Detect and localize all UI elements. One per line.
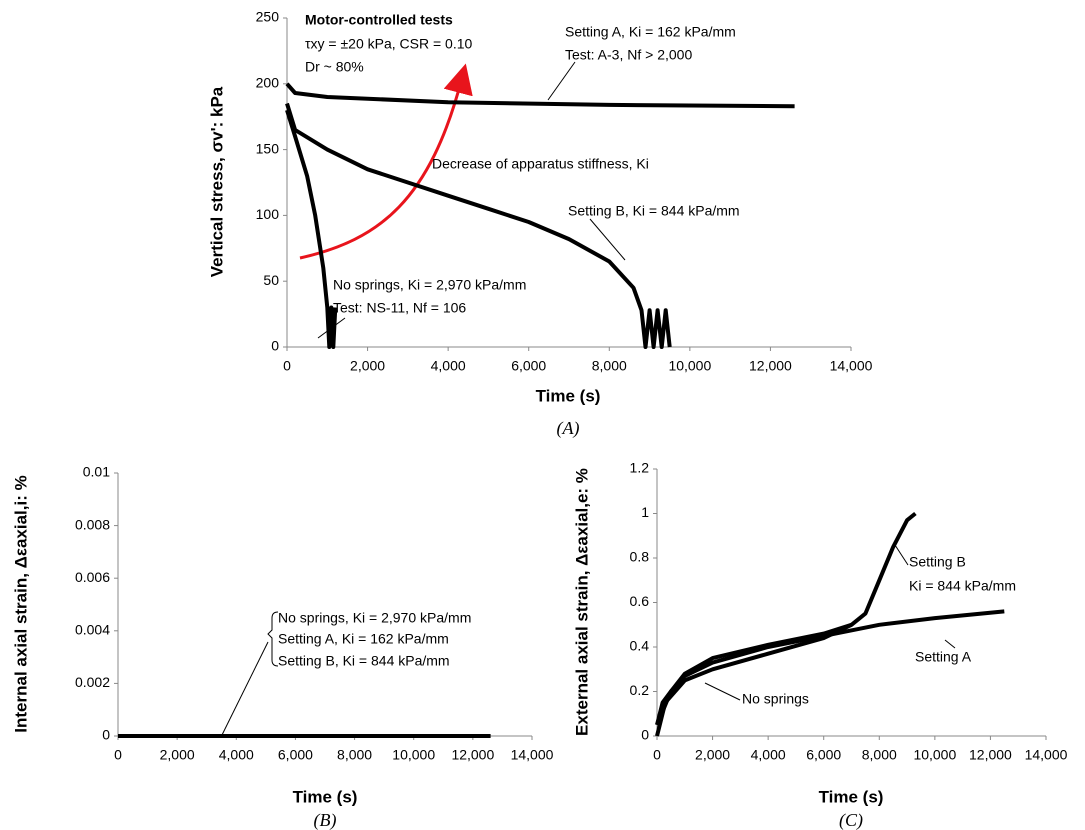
y-axis-label: Vertical stress, σv': kPa	[207, 86, 226, 277]
x-tick-label: 14,000	[511, 747, 554, 763]
leader	[704, 682, 741, 701]
leader	[221, 641, 269, 736]
x-tick-label: 14,000	[1025, 747, 1068, 763]
data-line	[655, 609, 1005, 726]
annotation: Dr ~ 80%	[305, 59, 364, 75]
x-tick-label: 2,000	[695, 747, 730, 763]
x-axis-label: Time (s)	[819, 787, 884, 806]
series-label: Setting B	[909, 554, 966, 570]
x-tick-label: 0	[114, 747, 122, 763]
caption: (A)	[557, 418, 580, 439]
x-tick-label: 2,000	[160, 747, 195, 763]
y-tick-label: 0.01	[83, 464, 110, 480]
x-tick-label: 10,000	[913, 747, 956, 763]
data-line	[655, 622, 853, 726]
x-tick-label: 2,000	[350, 358, 385, 374]
annotation: Decrease of apparatus stiffness, Ki	[432, 156, 649, 172]
x-tick-label: 4,000	[751, 747, 786, 763]
y-axis-label: External axial strain, Δεaxial,e: %	[572, 468, 591, 736]
x-tick-label: 0	[283, 358, 291, 374]
x-tick-label: 4,000	[219, 747, 254, 763]
annotation: Setting A, Ki = 162 kPa/mm	[565, 24, 736, 40]
series-label: Setting A	[915, 649, 972, 665]
x-tick-label: 14,000	[830, 358, 873, 374]
x-axis-label: Time (s)	[536, 386, 601, 405]
y-tick-label: 100	[256, 206, 280, 222]
x-tick-label: 4,000	[431, 358, 466, 374]
annotation: Test: A-3, Nf > 2,000	[565, 47, 692, 63]
x-tick-label: 8,000	[592, 358, 627, 374]
x-axis-label: Time (s)	[293, 787, 358, 806]
red-arrow	[299, 63, 473, 260]
x-tick-label: 6,000	[806, 747, 841, 763]
annotation: Test: NS-11, Nf = 106	[333, 300, 466, 316]
annotation: Motor-controlled tests	[305, 12, 453, 28]
leader	[894, 544, 909, 566]
x-tick-label: 8,000	[337, 747, 372, 763]
y-tick-label: 0	[102, 727, 110, 743]
y-tick-label: 1.2	[630, 460, 650, 476]
y-tick-label: 50	[263, 272, 279, 288]
caption: (C)	[839, 810, 863, 830]
y-tick-label: 150	[256, 140, 280, 156]
annotation: Ki = 844 kPa/mm	[909, 578, 1016, 594]
annotation: τxy = ±20 kPa, CSR = 0.10	[305, 36, 473, 52]
annotation: Setting B, Ki = 844 kPa/mm	[568, 203, 740, 219]
leader	[944, 639, 956, 649]
x-tick-label: 10,000	[668, 358, 711, 374]
leader	[547, 61, 576, 101]
x-tick-label: 12,000	[451, 747, 494, 763]
data-line	[285, 82, 795, 109]
y-tick-label: 0.2	[630, 682, 650, 698]
y-tick-label: 0.006	[75, 569, 110, 585]
y-tick-label: 0.4	[630, 638, 650, 654]
y-tick-label: 0.8	[630, 549, 650, 565]
data-line	[285, 102, 672, 349]
y-tick-label: 200	[256, 75, 280, 91]
caption: (B)	[314, 810, 337, 830]
y-tick-label: 1	[641, 504, 649, 520]
leader	[589, 218, 626, 261]
data-line	[655, 511, 917, 737]
y-tick-label: 0.008	[75, 516, 110, 532]
series-label: Setting A, Ki = 162 kPa/mm	[278, 631, 449, 647]
series-label: No springs, Ki = 2,970 kPa/mm	[278, 610, 471, 626]
data-line	[285, 109, 338, 349]
x-tick-label: 8,000	[862, 747, 897, 763]
y-tick-label: 0.6	[630, 593, 650, 609]
x-tick-label: 0	[653, 747, 661, 763]
x-tick-label: 10,000	[392, 747, 435, 763]
y-tick-label: 0	[271, 338, 279, 354]
y-tick-label: 0	[641, 727, 649, 743]
y-tick-label: 250	[256, 9, 280, 25]
bracket	[267, 611, 279, 667]
x-tick-label: 6,000	[278, 747, 313, 763]
y-axis-label: Internal axial strain, Δεaxial,i: %	[11, 475, 30, 732]
series-label: No springs	[742, 691, 809, 707]
y-tick-label: 0.002	[75, 674, 110, 690]
x-tick-label: 12,000	[969, 747, 1012, 763]
y-tick-label: 0.004	[75, 622, 110, 638]
series-label: Setting B, Ki = 844 kPa/mm	[278, 653, 450, 669]
x-tick-label: 12,000	[749, 358, 792, 374]
annotation: No springs, Ki = 2,970 kPa/mm	[333, 277, 526, 293]
x-tick-label: 6,000	[511, 358, 546, 374]
